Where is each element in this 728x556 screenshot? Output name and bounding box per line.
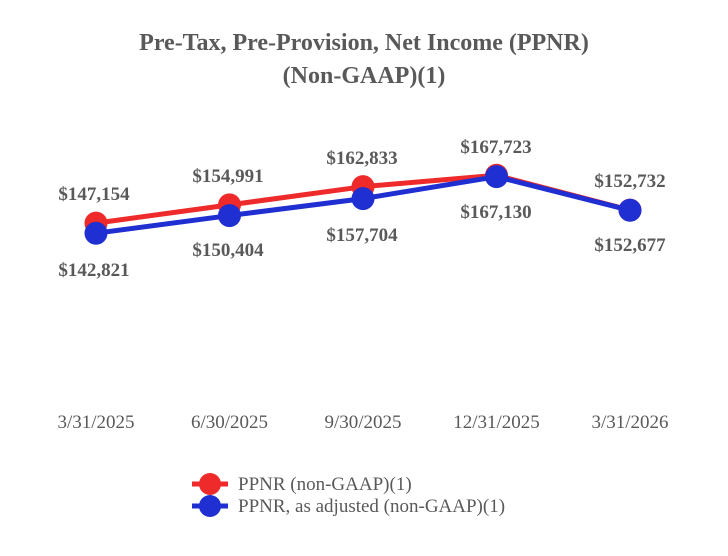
plot-area: $147,154 $154,991 $162,833 $167,723 $152,732… <box>58 137 666 281</box>
chart-title: Pre-Tax, Pre-Provision, Net Income (PPNR… <box>139 30 589 56</box>
series-2-label-2: $150,404 <box>192 240 264 261</box>
x-tick-3: 9/30/2025 <box>324 412 401 433</box>
series-2-label-5: $152,677 <box>594 235 666 256</box>
legend: PPNR (non-GAAP)(1)PPNR, as adjusted (non… <box>192 473 505 517</box>
series-1-label-3: $162,833 <box>326 148 397 169</box>
series-2-label-3: $157,704 <box>326 225 398 246</box>
x-tick-2: 6/30/2025 <box>191 412 268 433</box>
legend-marker-2 <box>199 495 221 517</box>
series-2-point-3 <box>351 187 375 211</box>
series-1-label-1: $147,154 <box>58 184 130 205</box>
x-axis-ticks: 3/31/2025 6/30/2025 9/30/2025 12/31/2025 3/3… <box>57 412 668 433</box>
x-tick-1: 3/31/2025 <box>57 412 134 433</box>
series-2-label-4: $167,130 <box>460 202 531 223</box>
series-1-label-5: $152,732 <box>594 171 665 192</box>
series-2-point-2 <box>218 204 241 228</box>
legend-label-1: PPNR (non-GAAP)(1) <box>238 474 412 495</box>
x-tick-4: 12/31/2025 <box>453 412 540 433</box>
series-1-label-4: $167,723 <box>460 137 531 158</box>
series-2-label-1: $142,821 <box>58 260 129 281</box>
series-2-point-1 <box>84 221 108 245</box>
series-1-label-2: $154,991 <box>192 166 263 187</box>
series-2-point-4 <box>485 165 508 189</box>
chart-subtitle: (Non-GAAP)(1) <box>283 63 446 89</box>
legend-marker-1 <box>199 473 221 495</box>
legend-label-2: PPNR, as adjusted (non-GAAP)(1) <box>238 496 505 517</box>
series-2-point-5 <box>618 198 642 222</box>
x-tick-5: 3/31/2026 <box>591 412 668 433</box>
